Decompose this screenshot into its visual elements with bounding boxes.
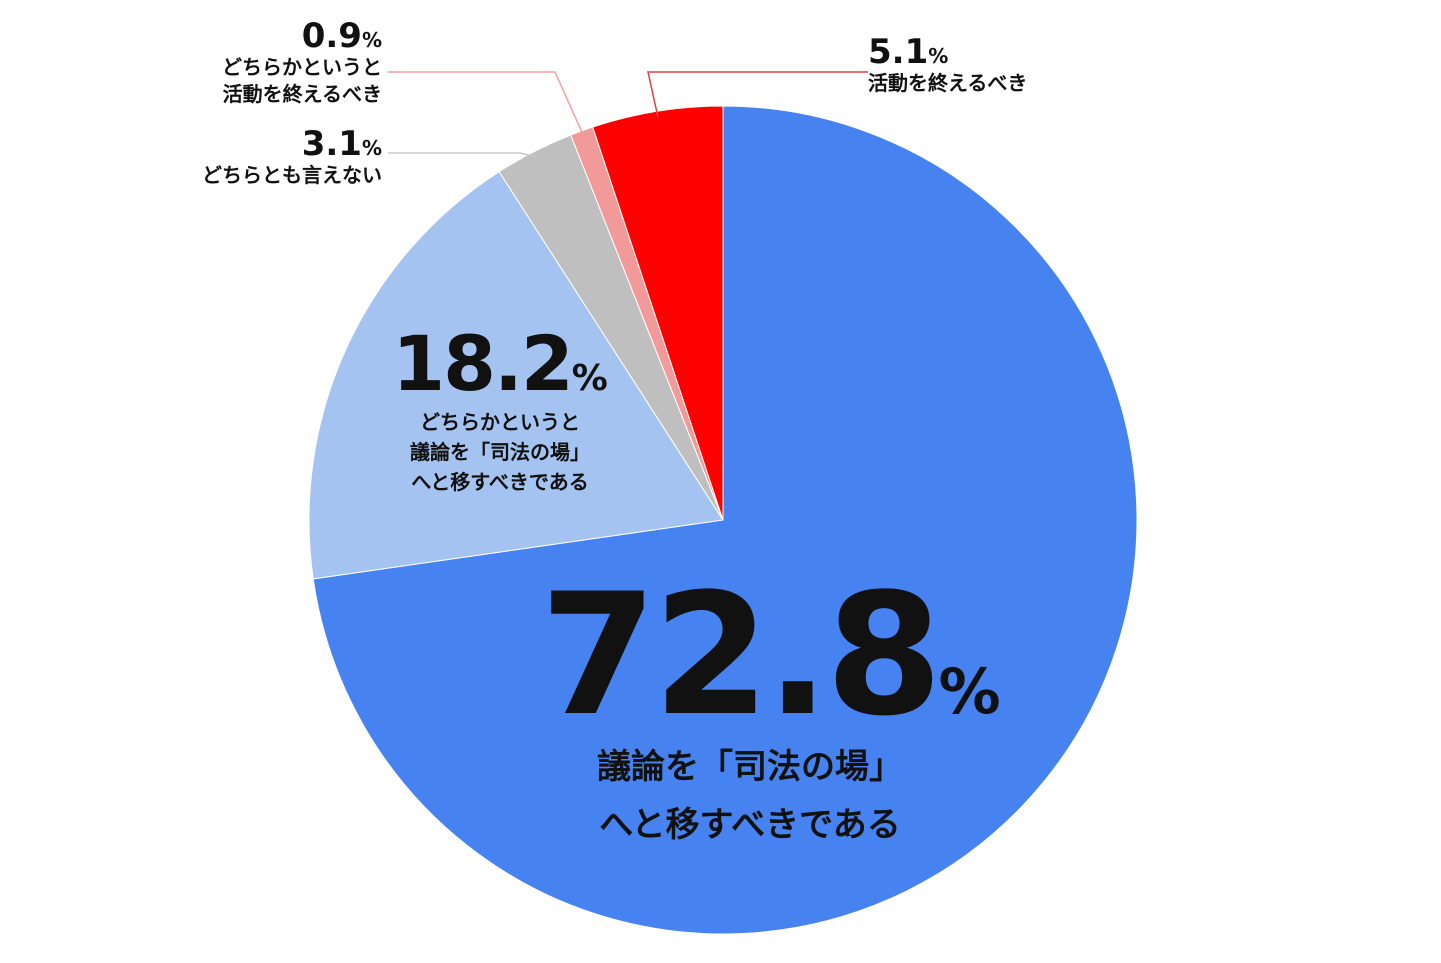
slice-text-line: へと移すべきである — [599, 805, 901, 845]
leader-line-5-1 — [647, 71, 868, 118]
pie-slices — [308, 105, 1138, 935]
slice-value: 72.8 — [540, 557, 943, 753]
percent-sign: % — [361, 136, 382, 160]
percent-sign: % — [361, 28, 382, 52]
slice-label-5-1: 5.1% 活動を終えるべき — [868, 34, 1088, 97]
slice-label-18-2: 18.2% どちらかというと 議論を「司法の場」 へと移すべきである — [380, 322, 620, 496]
slice-text-line: へと移すべきである — [411, 470, 589, 494]
slice-label-3-1: 3.1% どちらとも言えない — [150, 126, 382, 189]
percent-sign: % — [571, 358, 608, 399]
slice-text-line: どちらかというと — [420, 410, 580, 434]
percent-sign: % — [928, 44, 949, 68]
slice-text-line: どちらとも言えない — [202, 163, 382, 187]
slice-label-0-9: 0.9% どちらかというと 活動を終えるべき — [150, 18, 382, 108]
slice-text-line: どちらかというと — [222, 55, 382, 79]
slice-text-line: 活動を終えるべき — [222, 82, 382, 106]
slice-text-line: 活動を終えるべき — [868, 71, 1028, 95]
slice-text-line: 議論を「司法の場」 — [597, 747, 903, 787]
slice-value: 0.9 — [301, 16, 362, 56]
leader-line-0-9 — [388, 71, 584, 135]
slice-text-line: 議論を「司法の場」 — [410, 440, 590, 464]
slice-value: 18.2 — [392, 319, 574, 408]
percent-sign: % — [938, 655, 1001, 728]
pie-slice-72-8 — [312, 105, 1138, 935]
leader-lines — [388, 71, 868, 158]
leader-line-3-1 — [388, 152, 537, 158]
slice-value: 3.1 — [301, 124, 362, 164]
slice-label-72-8: 72.8% 議論を「司法の場」 へと移すべきである — [540, 571, 1001, 851]
slice-value: 5.1 — [868, 32, 929, 72]
pie-slice-18-2 — [308, 171, 724, 580]
